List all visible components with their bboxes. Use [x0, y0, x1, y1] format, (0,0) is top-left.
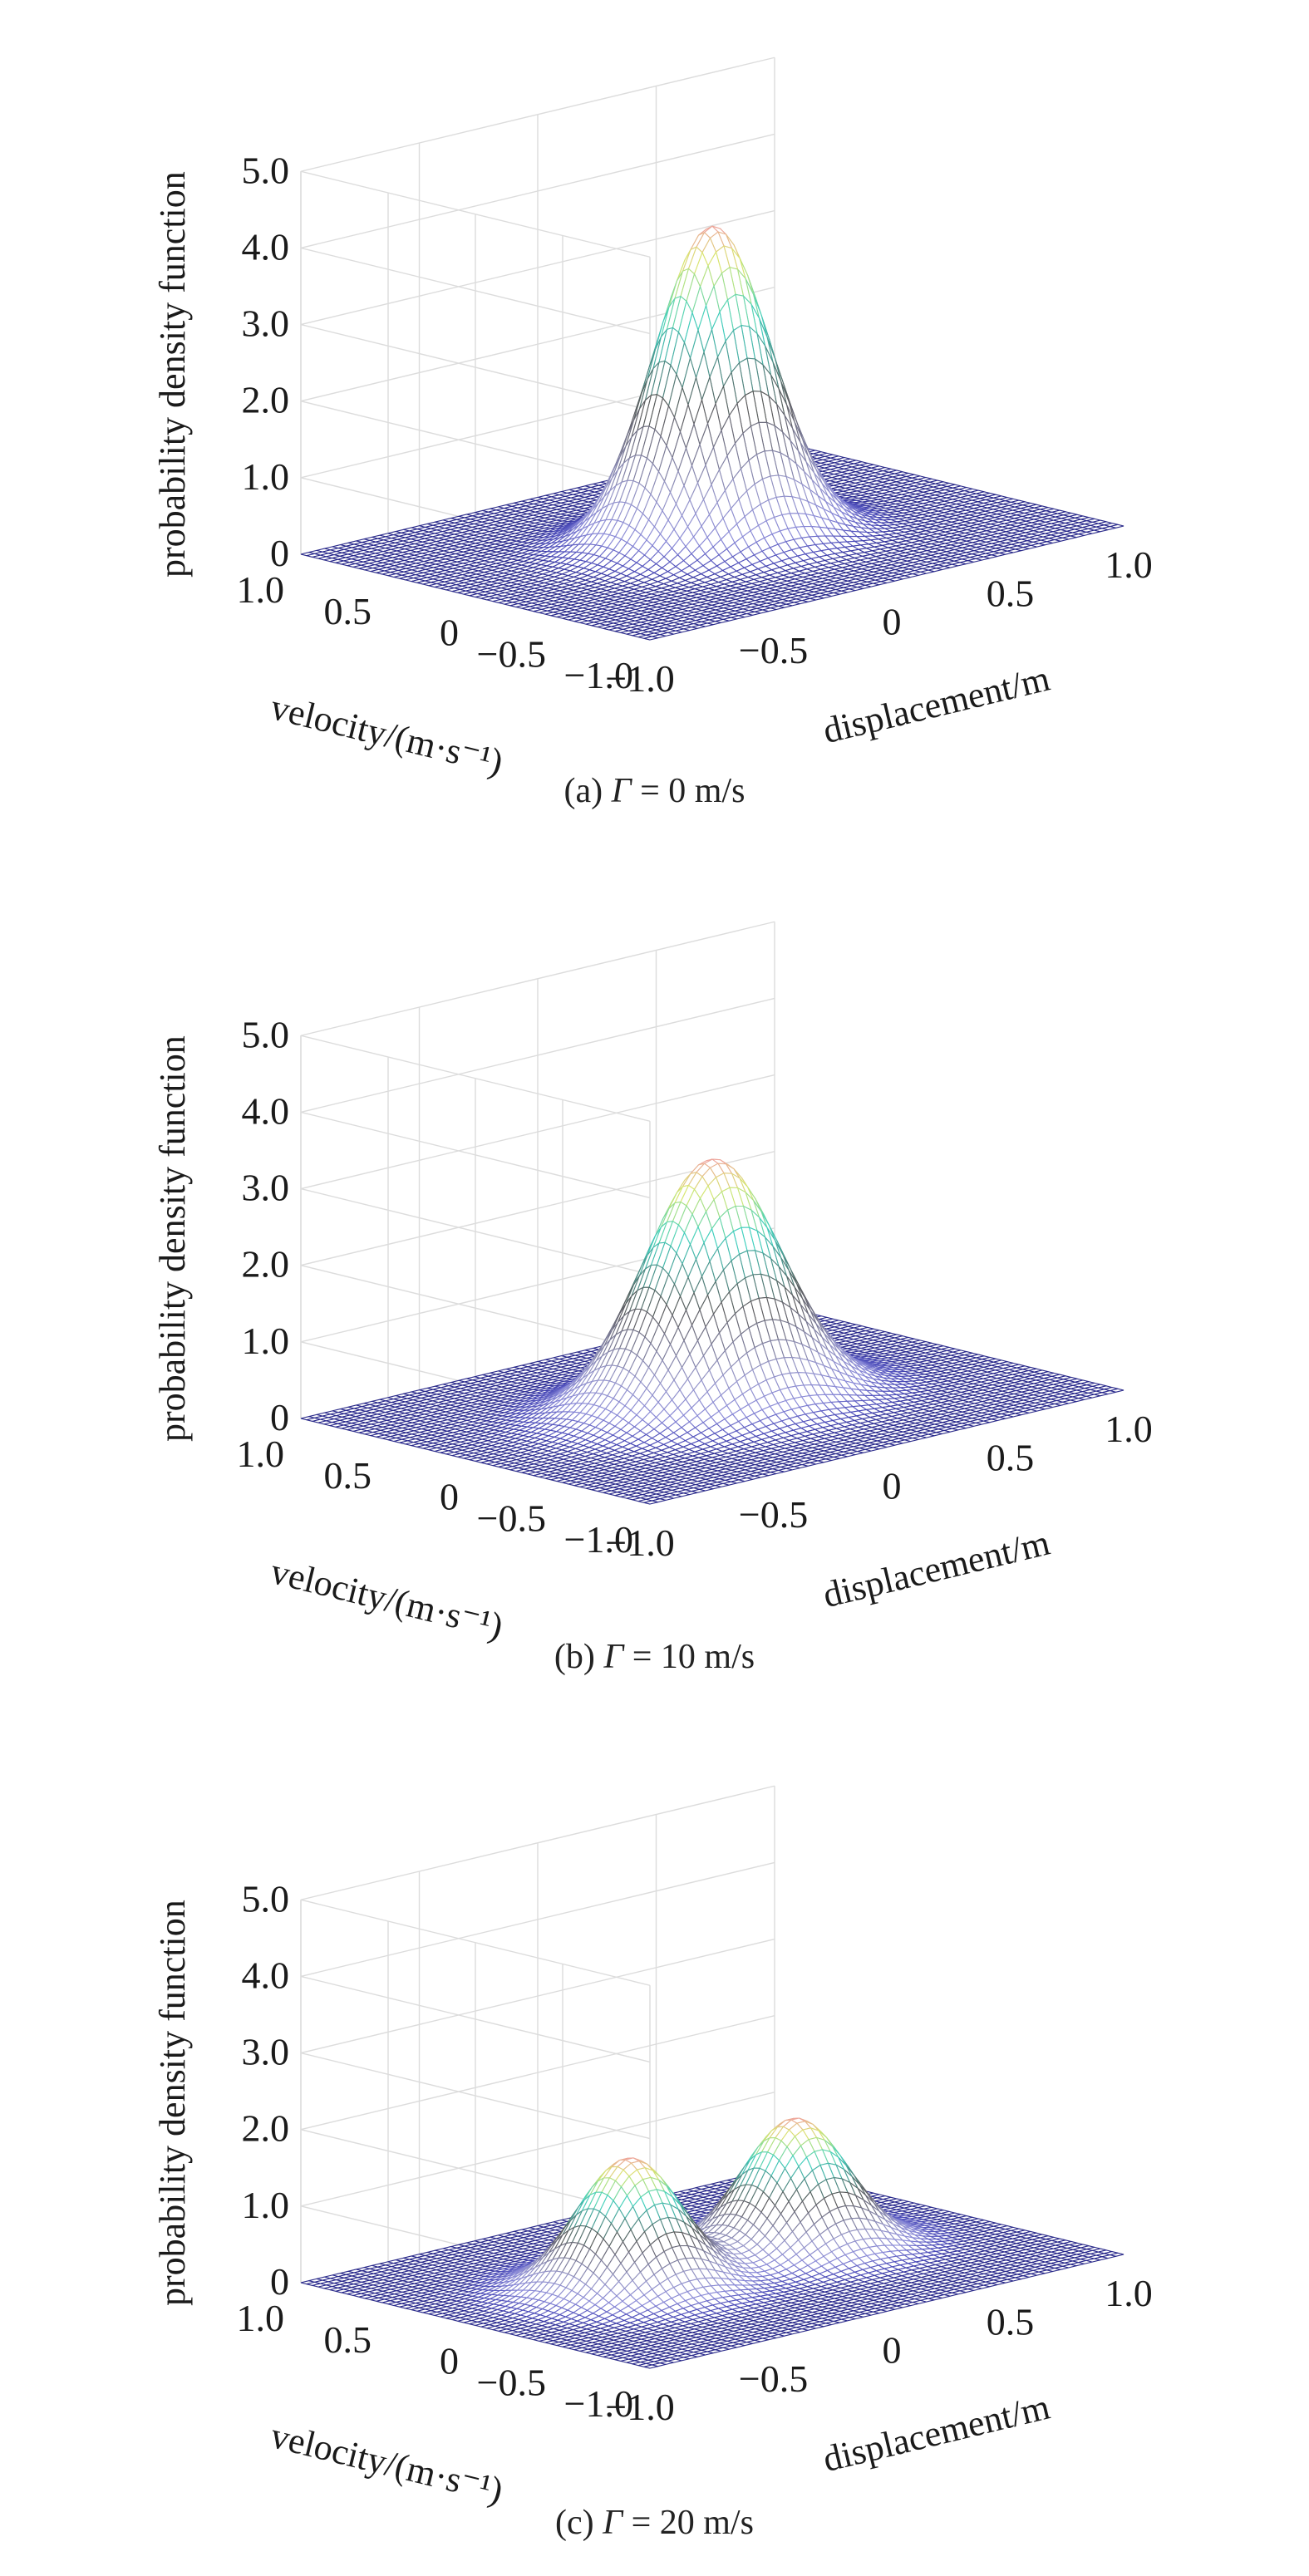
x-axis-label: displacement/m	[819, 658, 1053, 752]
caption-a: (a) Γ = 0 m/s	[0, 771, 1309, 811]
surface-plot-a: 01.02.03.04.05.0−1.0−0.500.51.0−1.0−0.50…	[0, 0, 1309, 848]
y-tick-label: 1.0	[237, 568, 285, 611]
y-axis-label: velocity/(m·s⁻¹)	[267, 686, 507, 783]
caption-symbol: Γ	[612, 772, 632, 810]
x-tick-label: −1.0	[605, 657, 674, 700]
y-tick-label: −0.5	[477, 632, 546, 675]
x-tick-label: 0.5	[987, 572, 1035, 614]
y-tick-label: 0	[440, 612, 459, 654]
x-tick-label: −0.5	[739, 629, 808, 671]
z-tick-label: 1.0	[242, 455, 290, 498]
z-tick-label: 3.0	[242, 302, 290, 345]
y-tick-label: 0.5	[324, 590, 372, 632]
x-tick-label: 1.0	[1105, 543, 1153, 586]
x-tick-label: 0	[883, 601, 902, 643]
z-tick-label: 4.0	[242, 225, 290, 268]
caption-prefix: (a)	[564, 772, 612, 810]
caption-suffix: = 0 m/s	[632, 772, 746, 810]
z-tick-label: 5.0	[242, 149, 290, 191]
z-axis-label: probability density function	[152, 171, 193, 578]
surface-plot-b: 01.02.03.04.05.0−1.0−0.500.51.0−1.0−0.50…	[0, 864, 1309, 1712]
z-tick-label: 2.0	[242, 379, 290, 421]
